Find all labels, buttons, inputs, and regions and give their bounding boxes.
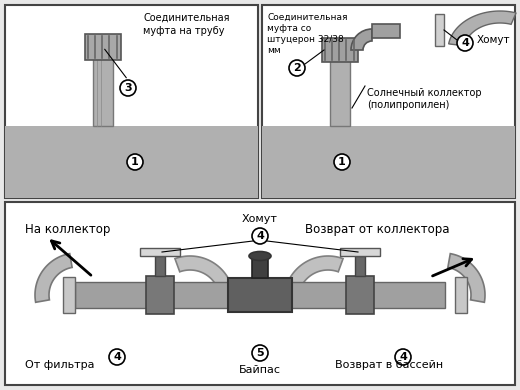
Polygon shape <box>175 256 232 292</box>
Text: На коллектор: На коллектор <box>25 223 110 236</box>
Circle shape <box>127 154 143 170</box>
Text: Соединительная
муфта со
штуцерон 32/38
мм: Соединительная муфта со штуцерон 32/38 м… <box>267 13 347 55</box>
Bar <box>322 38 358 62</box>
Text: Возврат в бассейн: Возврат в бассейн <box>335 360 443 370</box>
Text: Возврат от коллектора: Возврат от коллектора <box>305 223 449 236</box>
Circle shape <box>252 345 268 361</box>
Bar <box>5 5 258 198</box>
Text: 4: 4 <box>256 231 264 241</box>
Bar <box>346 276 374 314</box>
Text: 1: 1 <box>338 157 346 167</box>
Circle shape <box>395 349 411 365</box>
Circle shape <box>334 154 350 170</box>
Ellipse shape <box>249 252 271 261</box>
Polygon shape <box>448 254 485 302</box>
Text: Хомут: Хомут <box>242 214 278 224</box>
Bar <box>5 126 258 198</box>
Bar <box>372 24 400 38</box>
Text: 4: 4 <box>113 352 121 362</box>
Circle shape <box>109 349 125 365</box>
Bar <box>330 56 350 126</box>
Bar <box>85 34 121 60</box>
Text: Соединительная
муфта на трубу: Соединительная муфта на трубу <box>143 13 229 36</box>
Bar <box>155 256 165 276</box>
Bar <box>355 256 365 276</box>
Polygon shape <box>35 254 72 302</box>
Text: От фильтра: От фильтра <box>25 360 95 370</box>
Bar <box>252 256 268 278</box>
Text: 4: 4 <box>399 352 407 362</box>
Polygon shape <box>449 11 516 46</box>
Bar <box>262 126 515 198</box>
Bar <box>75 282 445 308</box>
Polygon shape <box>285 256 343 292</box>
Circle shape <box>457 35 473 51</box>
Bar <box>262 5 515 198</box>
Bar <box>140 248 180 256</box>
Bar <box>455 277 467 313</box>
Circle shape <box>120 80 136 96</box>
Text: 4: 4 <box>461 38 469 48</box>
Text: Хомут: Хомут <box>477 35 511 45</box>
Bar <box>146 276 174 314</box>
Text: 3: 3 <box>124 83 132 93</box>
Bar <box>5 202 515 385</box>
Text: 5: 5 <box>256 348 264 358</box>
Text: 1: 1 <box>131 157 139 167</box>
Bar <box>63 277 75 313</box>
Bar <box>435 14 444 46</box>
Bar <box>340 248 380 256</box>
Wedge shape <box>351 29 372 50</box>
Text: Байпас: Байпас <box>239 365 281 375</box>
Text: Солнечный коллектор
(полипропилен): Солнечный коллектор (полипропилен) <box>367 88 482 110</box>
Bar <box>93 58 113 126</box>
Circle shape <box>289 60 305 76</box>
Circle shape <box>252 228 268 244</box>
Text: 2: 2 <box>293 63 301 73</box>
Bar <box>228 278 292 312</box>
